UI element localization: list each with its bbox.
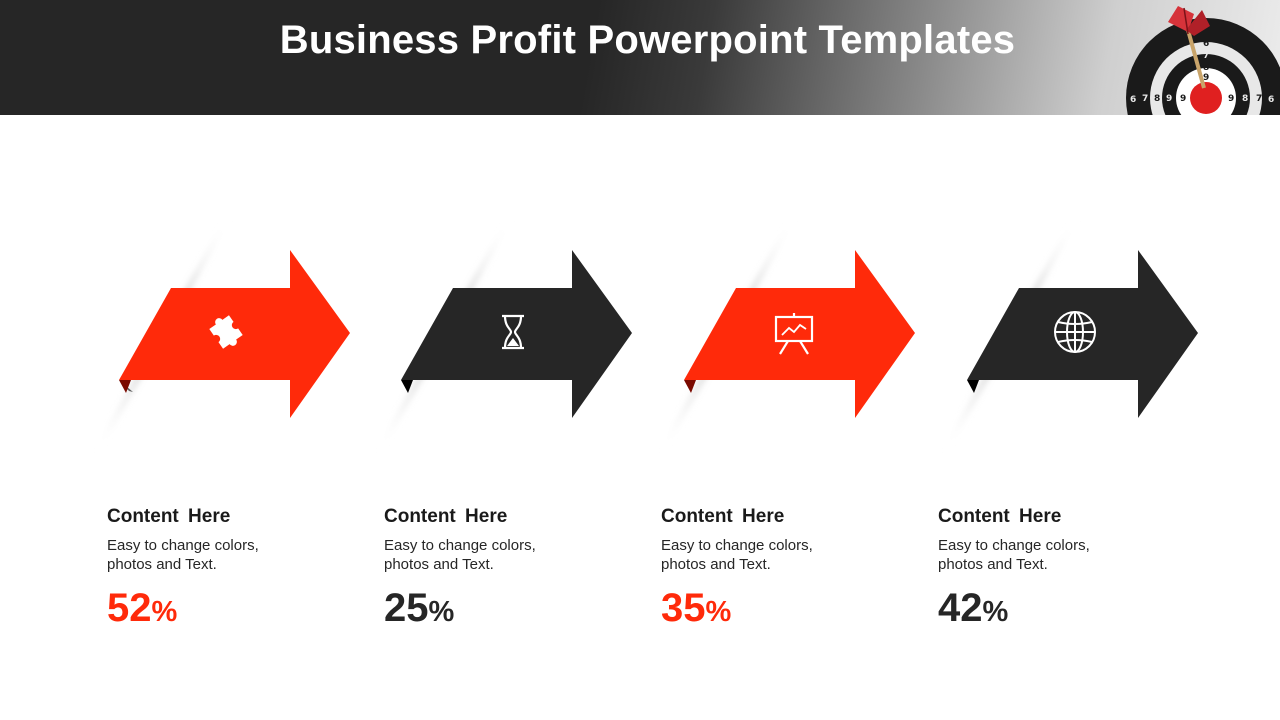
puzzle-icon	[209, 315, 243, 349]
step-heading: Content Here	[938, 506, 1062, 527]
step-heading: Content Here	[384, 506, 508, 527]
svg-text:7: 7	[1256, 94, 1262, 104]
arrow-step-3	[659, 217, 915, 452]
percent-symbol: %	[151, 596, 178, 628]
hourglass-icon	[502, 314, 524, 350]
step-description: Easy to change colors, photos and Text.	[938, 537, 1090, 573]
step-description: Easy to change colors, photos and Text.	[661, 537, 813, 573]
step-value: 42	[938, 586, 983, 630]
dart-target-icon: 6 7 8 9 9 9 8 7 6 6 7 8 9	[1126, 6, 1280, 115]
svg-text:9: 9	[1180, 94, 1186, 104]
svg-text:9: 9	[1203, 73, 1209, 83]
arrow-shape-3	[684, 250, 915, 418]
step-1-block: Content Here Easy to change colors, phot…	[107, 505, 347, 630]
step-2-block: Content Here Easy to change colors, phot…	[384, 505, 624, 630]
step-percentage: 25%	[384, 585, 454, 635]
header-banner: Business Profit Powerpoint Templates 6 7…	[0, 0, 1280, 115]
svg-text:6: 6	[1130, 95, 1136, 105]
process-arrows	[94, 217, 1198, 452]
step-percentage: 35%	[661, 585, 731, 635]
step-percentage: 42%	[938, 585, 1008, 635]
percent-symbol: %	[705, 596, 732, 628]
step-heading: Content Here	[661, 506, 785, 527]
percent-symbol: %	[982, 596, 1009, 628]
step-percentage: 52%	[107, 585, 177, 635]
step-4-block: Content Here Easy to change colors, phot…	[938, 505, 1178, 630]
svg-text:6: 6	[1203, 39, 1209, 49]
arrow-step-4	[942, 217, 1198, 452]
step-description: Easy to change colors, photos and Text.	[384, 537, 536, 573]
presentation-board-icon	[774, 313, 814, 355]
globe-icon	[1054, 311, 1096, 353]
step-heading: Content Here	[107, 506, 231, 527]
step-value: 25	[384, 586, 429, 630]
svg-text:8: 8	[1154, 94, 1160, 104]
svg-text:7: 7	[1142, 94, 1148, 104]
svg-text:7: 7	[1203, 51, 1209, 61]
step-value: 52	[107, 586, 152, 630]
step-description: Easy to change colors, photos and Text.	[107, 537, 259, 573]
arrow-step-2	[376, 217, 632, 452]
step-value: 35	[661, 586, 706, 630]
page-title: Business Profit Powerpoint Templates	[279, 18, 1016, 62]
svg-text:6: 6	[1268, 95, 1274, 105]
percent-symbol: %	[428, 596, 455, 628]
svg-text:9: 9	[1166, 94, 1172, 104]
svg-text:9: 9	[1228, 94, 1234, 104]
step-3-block: Content Here Easy to change colors, phot…	[661, 505, 901, 630]
svg-text:8: 8	[1203, 63, 1209, 73]
svg-text:8: 8	[1242, 94, 1248, 104]
